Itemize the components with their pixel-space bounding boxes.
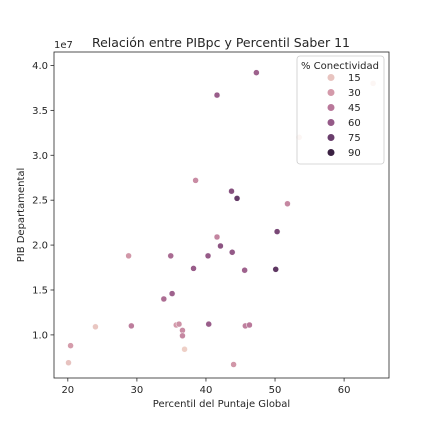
legend-marker <box>327 149 335 156</box>
legend-label: 45 <box>348 103 361 114</box>
scatter-point <box>160 295 168 303</box>
legend-label: 60 <box>348 118 361 129</box>
scatter-point <box>284 200 291 208</box>
scatter-point <box>190 265 197 272</box>
scatter-point <box>246 321 253 329</box>
scatter-point <box>217 242 224 250</box>
scatter-point <box>204 252 212 260</box>
x-tick-label: 20 <box>61 385 74 396</box>
x-tick-label: 40 <box>200 385 213 396</box>
x-axis-label: Percentil del Puntaje Global <box>153 399 290 410</box>
y-axis-offset-label: 1e7 <box>54 40 73 51</box>
chart-title: Relación entre PIBpc y Percentil Saber 1… <box>92 35 350 50</box>
scatter-point <box>181 346 188 353</box>
legend-box <box>296 55 385 165</box>
legend-label: 75 <box>348 133 361 144</box>
y-tick-label: 2.5 <box>32 196 48 207</box>
y-tick-label: 3.0 <box>32 151 48 162</box>
y-tick-label: 1.0 <box>32 330 48 341</box>
scatter-point <box>128 322 135 330</box>
scatter-point <box>241 266 248 274</box>
x-axis-ticks: 20 30 40 50 60 <box>61 378 350 396</box>
scatter-point <box>92 323 99 331</box>
legend-items: 15 30 45 60 75 90 <box>327 73 361 159</box>
scatter-point <box>228 249 236 256</box>
y-axis-label: PIB Departamental <box>16 168 27 263</box>
scatter-point <box>273 228 281 235</box>
y-tick-label: 4.0 <box>32 61 48 72</box>
scatter-point <box>213 233 221 241</box>
legend-marker <box>327 119 335 126</box>
scatter-point <box>175 320 183 328</box>
scatter-point <box>192 177 199 184</box>
scatter-point <box>228 187 235 195</box>
scatter-point <box>179 327 186 334</box>
scatter-point <box>167 252 174 260</box>
scatter-point <box>253 69 260 76</box>
x-tick-label: 30 <box>131 385 144 396</box>
scatter-point <box>65 359 72 366</box>
y-tick-label: 3.5 <box>32 106 48 117</box>
legend-marker <box>327 134 335 141</box>
legend-marker <box>327 89 335 96</box>
x-tick-label: 50 <box>269 385 282 396</box>
scatter-point <box>272 266 279 273</box>
legend: % Conectividad 15 30 45 60 75 90 <box>296 55 385 165</box>
scatter-point <box>205 320 212 328</box>
legend-title: % Conectividad <box>301 61 379 72</box>
scatter-point <box>213 91 221 99</box>
scatter-point <box>230 361 237 368</box>
scatter-point <box>233 195 241 202</box>
scatter-point <box>168 290 176 297</box>
y-tick-label: 1.5 <box>32 285 48 296</box>
plot-frame <box>53 51 390 379</box>
x-tick-label: 60 <box>338 385 351 396</box>
legend-marker <box>327 74 335 81</box>
scatter-point <box>125 252 132 260</box>
legend-marker <box>327 104 335 111</box>
y-tick-label: 2.0 <box>32 241 48 252</box>
legend-label: 15 <box>348 73 361 84</box>
scatter-point <box>179 332 186 340</box>
legend-label: 30 <box>348 88 361 99</box>
legend-label: 90 <box>348 148 361 159</box>
y-axis-ticks: 1.0 1.5 2.0 2.5 3.0 3.5 4.0 <box>32 61 54 341</box>
scatter-point <box>67 342 74 349</box>
